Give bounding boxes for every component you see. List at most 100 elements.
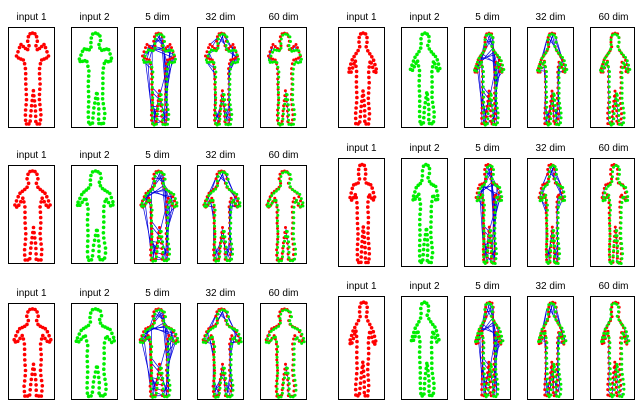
input1-point: [373, 62, 377, 67]
input1-point: [34, 257, 38, 261]
input1-point: [30, 98, 34, 103]
input1-point: [23, 77, 28, 81]
input2-point: [415, 52, 419, 57]
match-line: [145, 189, 168, 194]
input2-point: [151, 106, 154, 110]
input2-point: [483, 123, 487, 127]
input2-point: [481, 65, 484, 69]
input1-point: [34, 388, 38, 392]
input1-point: [356, 237, 360, 241]
input1-point: [357, 44, 362, 49]
input1-point: [615, 394, 619, 398]
input2-point: [495, 392, 499, 396]
input2-point: [266, 337, 269, 341]
input2-point: [604, 187, 608, 191]
input2-point: [206, 54, 210, 58]
input2-point: [482, 224, 486, 228]
input2-point: [171, 49, 175, 53]
input2-point: [86, 323, 91, 328]
input2-point: [545, 239, 549, 243]
input2-point: [494, 372, 498, 376]
input2-point: [94, 91, 99, 96]
input2-point: [108, 191, 112, 196]
input1-point: [556, 117, 560, 121]
input1-point: [363, 114, 367, 118]
input2-point: [161, 250, 165, 254]
input2-point: [277, 187, 281, 191]
input2-point: [487, 383, 491, 387]
input2-point: [496, 111, 500, 115]
input2-point: [203, 337, 206, 341]
input2-point: [168, 388, 172, 392]
input2-point: [482, 356, 486, 360]
input2-point: [158, 32, 161, 36]
input2-point: [417, 99, 422, 103]
input2-point: [557, 347, 561, 350]
input2-point: [230, 326, 234, 330]
input1-point: [609, 168, 613, 171]
input2-point: [540, 191, 544, 195]
match-line: [476, 66, 483, 109]
match-line: [484, 37, 492, 46]
input2-point: [158, 170, 161, 174]
input1-point: [296, 46, 299, 50]
input2-point: [302, 336, 306, 340]
input2-point: [213, 111, 217, 115]
input2-point: [206, 338, 210, 342]
panel-label: 60 dim: [598, 143, 629, 154]
input2-point: [418, 217, 422, 222]
input1-point: [608, 232, 612, 236]
input1-point: [33, 114, 38, 119]
input1-point: [14, 54, 19, 58]
match-line: [547, 37, 555, 46]
input2-point: [98, 321, 103, 325]
input2-panel: [401, 296, 448, 400]
input1-point: [365, 367, 370, 372]
input1-point: [149, 363, 153, 367]
input2-point: [228, 259, 232, 263]
input2-point: [167, 393, 171, 397]
input1-point: [23, 210, 27, 215]
input2-point: [86, 105, 91, 109]
input2-point: [557, 76, 561, 80]
input1-point: [547, 305, 551, 309]
input2-point: [482, 95, 486, 99]
input1-point: [230, 334, 234, 338]
panel-label: 32 dim: [205, 12, 236, 23]
input2-point: [431, 322, 435, 327]
input2-point: [603, 327, 607, 331]
input1-point: [355, 350, 359, 355]
input2-point: [427, 379, 431, 383]
input1-point: [365, 40, 369, 45]
input1-point: [35, 172, 39, 177]
input2-point: [608, 116, 612, 120]
input1-point: [293, 334, 297, 338]
input2-point: [557, 357, 561, 361]
input2-point: [230, 200, 234, 204]
input2-point: [223, 33, 227, 37]
input2-point: [279, 395, 283, 399]
input2-point: [427, 34, 431, 39]
input2-point: [156, 381, 159, 385]
input2-point: [86, 186, 91, 190]
input1-point: [614, 391, 618, 395]
input1-point: [31, 362, 36, 367]
dim5-panel: [134, 27, 181, 128]
input2-point: [104, 387, 108, 392]
input2-point: [620, 395, 624, 399]
input2-point: [493, 216, 497, 220]
input2-point: [151, 324, 154, 328]
input1-point: [614, 380, 618, 384]
input1-point: [607, 248, 611, 251]
input2-point: [619, 231, 623, 235]
input2-point: [624, 330, 628, 334]
input1-point: [356, 181, 360, 185]
input2-point: [427, 384, 431, 388]
input2-point: [293, 200, 297, 204]
input2-point: [544, 51, 548, 55]
input2-point: [161, 382, 165, 386]
input2-point: [165, 82, 169, 86]
input2-point: [283, 239, 287, 243]
input2-point: [487, 102, 491, 106]
input2-point: [483, 47, 487, 51]
